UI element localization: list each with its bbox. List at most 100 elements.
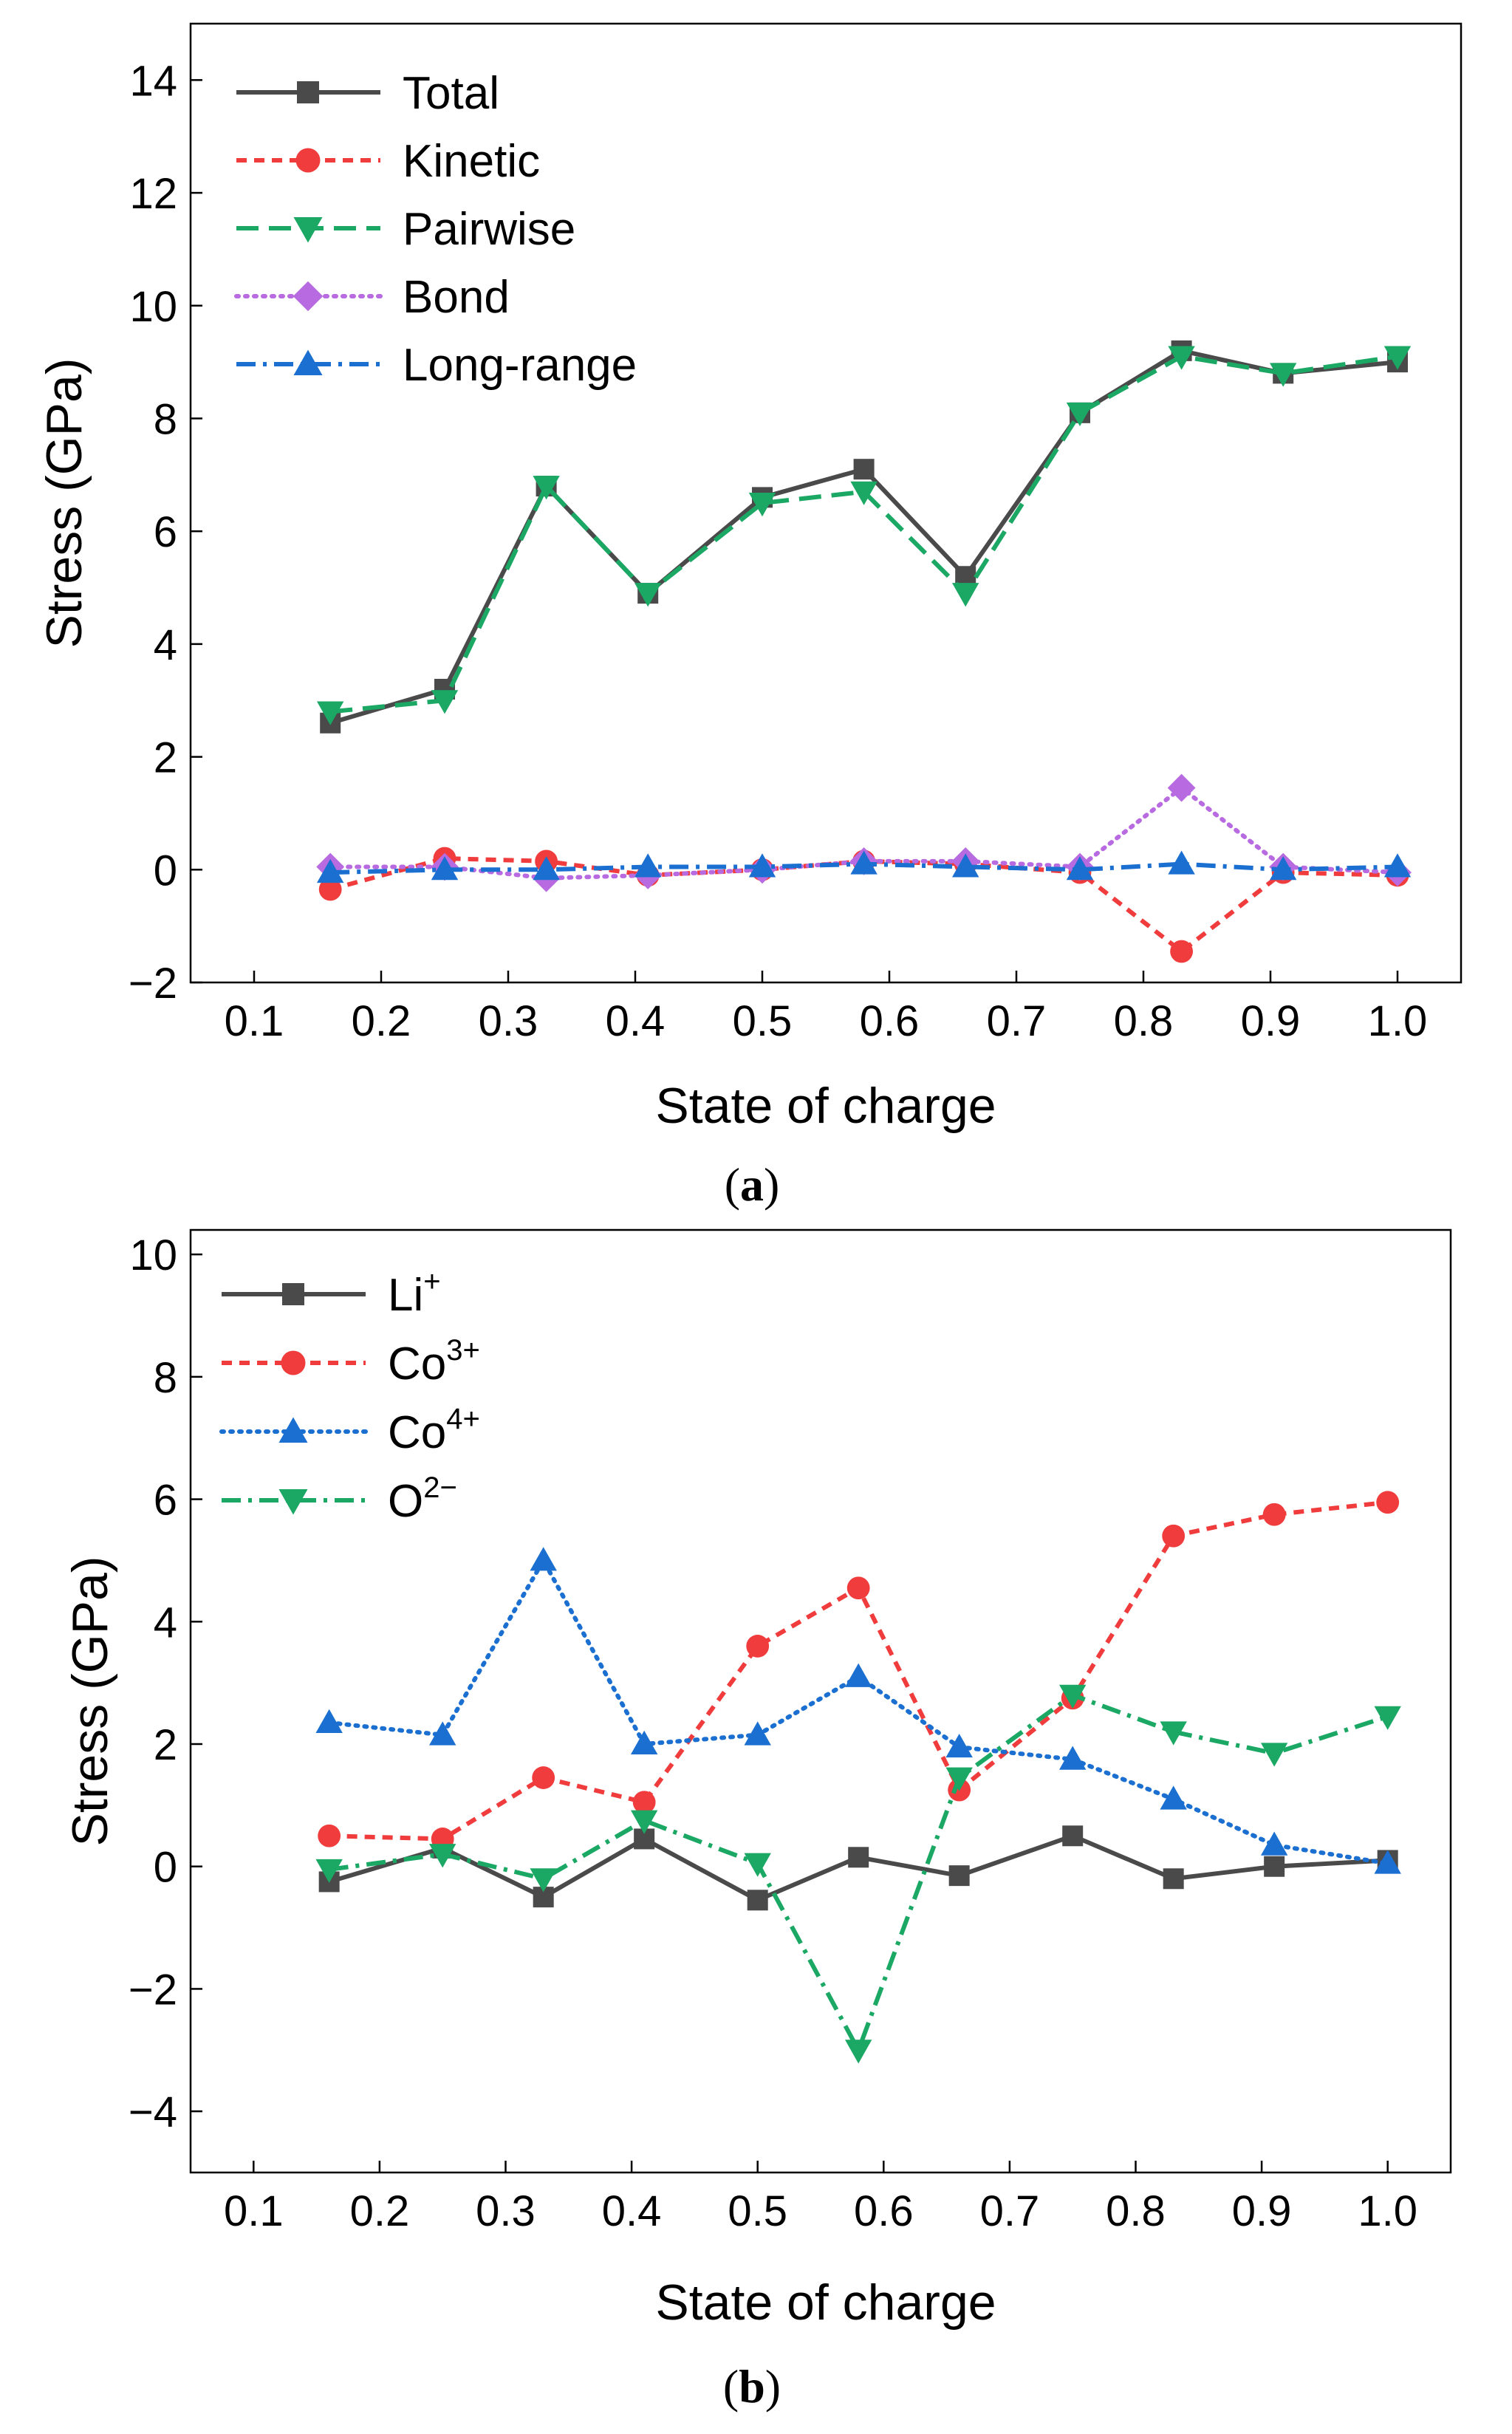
legend-b: Li+Co3+Co4+O2−	[219, 1265, 480, 1527]
legend-entry: Li+	[388, 1265, 441, 1321]
data-point	[317, 701, 344, 725]
legend-marker	[297, 81, 319, 103]
panel-caption-b: (b)	[723, 2360, 781, 2413]
x-tick-label: 1.0	[1358, 2187, 1417, 2235]
legend-entry: O2−	[388, 1471, 457, 1527]
panel-label-b: b	[739, 2360, 765, 2413]
series-group-a	[316, 340, 1412, 963]
legend-label: O	[388, 1476, 423, 1527]
x-tick-label: 0.2	[352, 997, 411, 1045]
data-point	[1059, 1746, 1087, 1770]
data-point	[634, 853, 662, 878]
data-point	[533, 856, 560, 881]
legend-entry: Kinetic	[403, 136, 540, 187]
x-tick-label: 0.4	[606, 997, 666, 1045]
data-point	[630, 1730, 658, 1754]
legend-marker	[293, 217, 323, 243]
x-tick-label: 0.2	[350, 2187, 410, 2235]
data-point	[1168, 346, 1195, 370]
y-tick-label: 12	[129, 170, 177, 218]
data-point	[317, 858, 344, 883]
data-point	[748, 853, 776, 878]
data-point	[1374, 1850, 1401, 1874]
x-axis-title-b: State of charge	[655, 2274, 996, 2331]
data-point	[1270, 856, 1297, 881]
data-point	[318, 1824, 341, 1847]
legend-a: Total Kinetic Pairwise Bond Long-range	[234, 68, 637, 391]
data-point	[945, 1767, 973, 1791]
y-tick-label: 14	[129, 57, 177, 105]
x-tick-label: 0.1	[224, 2187, 284, 2235]
data-point	[1262, 1503, 1286, 1526]
data-point	[634, 583, 662, 607]
x-tick-label: 0.5	[733, 997, 793, 1045]
data-point	[1374, 1706, 1401, 1730]
x-axis-title-a: State of charge	[655, 1078, 996, 1134]
x-tick-label: 0.1	[225, 997, 284, 1045]
data-point	[431, 690, 459, 714]
data-point	[1260, 1743, 1288, 1767]
data-point	[1162, 1524, 1186, 1548]
y-tick-label: 2	[154, 1721, 177, 1769]
data-point	[1167, 773, 1196, 802]
data-point	[1383, 853, 1412, 878]
data-point	[1264, 1856, 1285, 1877]
data-point	[853, 459, 875, 480]
data-point	[315, 1709, 343, 1733]
x-tick-label: 0.7	[987, 997, 1047, 1045]
legend-entry: Total	[403, 68, 499, 119]
legend-entry: Bond	[403, 272, 510, 323]
data-point	[1066, 402, 1094, 427]
x-tick-label: 0.8	[1106, 2187, 1166, 2235]
legend-label: Kinetic	[403, 136, 540, 187]
legend-marker	[278, 1417, 308, 1443]
data-point	[850, 850, 878, 875]
x-tick-label: 0.5	[728, 2187, 787, 2235]
data-point	[1160, 1785, 1187, 1810]
x-tick-label: 0.4	[602, 2187, 662, 2235]
data-point	[1170, 940, 1193, 963]
legend-marker	[293, 281, 324, 312]
data-point	[1270, 363, 1297, 387]
y-tick-label: 6	[154, 508, 177, 556]
y-tick-label: 8	[154, 395, 177, 443]
y-axis-title-a: Stress (GPa)	[36, 358, 92, 649]
data-point	[1160, 1721, 1187, 1746]
x-tick-label: 0.6	[854, 2187, 914, 2235]
y-axis-title-b: Stress (GPa)	[62, 1556, 118, 1847]
x-tick-label: 0.8	[1114, 997, 1174, 1045]
y-tick-label: 4	[154, 621, 177, 669]
legend-entry: Pairwise	[403, 204, 575, 255]
y-tick-label: −2	[129, 960, 177, 1008]
plot-frame-a	[189, 22, 1463, 984]
data-point	[747, 1890, 768, 1911]
axis-ticks-b: 0.1 0.2 0.3 0.4 0.5 0.6 0.7 0.8 0.9 1.0 −4 −2 0 2 4 6 8 1…	[129, 1231, 1417, 2235]
data-point	[945, 1733, 973, 1758]
y-tick-label: 8	[154, 1354, 177, 1402]
legend-label-superscript: 3+	[446, 1334, 480, 1367]
data-point	[533, 476, 560, 500]
data-point	[1062, 1825, 1084, 1847]
data-point	[948, 1865, 970, 1887]
legend-label: Co	[388, 1339, 446, 1389]
data-point	[746, 1635, 770, 1658]
data-point	[850, 481, 878, 505]
y-tick-label: 0	[154, 847, 177, 895]
y-tick-label: 0	[154, 1844, 177, 1892]
data-point	[532, 1766, 555, 1789]
chart-panel-a: 0.1 0.2 0.3 0.4 0.5 0.6 0.7 0.8 0.9 1.0 −2 0 2 4 6 8 10 1…	[36, 22, 1463, 1211]
legend-marker	[278, 1489, 308, 1515]
data-point	[1383, 346, 1412, 370]
legend-label: Li	[388, 1270, 423, 1321]
data-point	[318, 878, 342, 901]
data-point	[630, 1810, 658, 1834]
legend-label: Co	[388, 1407, 446, 1458]
data-point	[632, 1791, 656, 1814]
x-tick-label: 0.6	[860, 997, 920, 1045]
data-point	[1168, 850, 1195, 875]
data-point	[844, 1663, 872, 1687]
y-tick-label: −2	[129, 1966, 177, 2014]
legend-entry: Co3+	[388, 1334, 480, 1389]
data-point	[846, 1576, 870, 1600]
